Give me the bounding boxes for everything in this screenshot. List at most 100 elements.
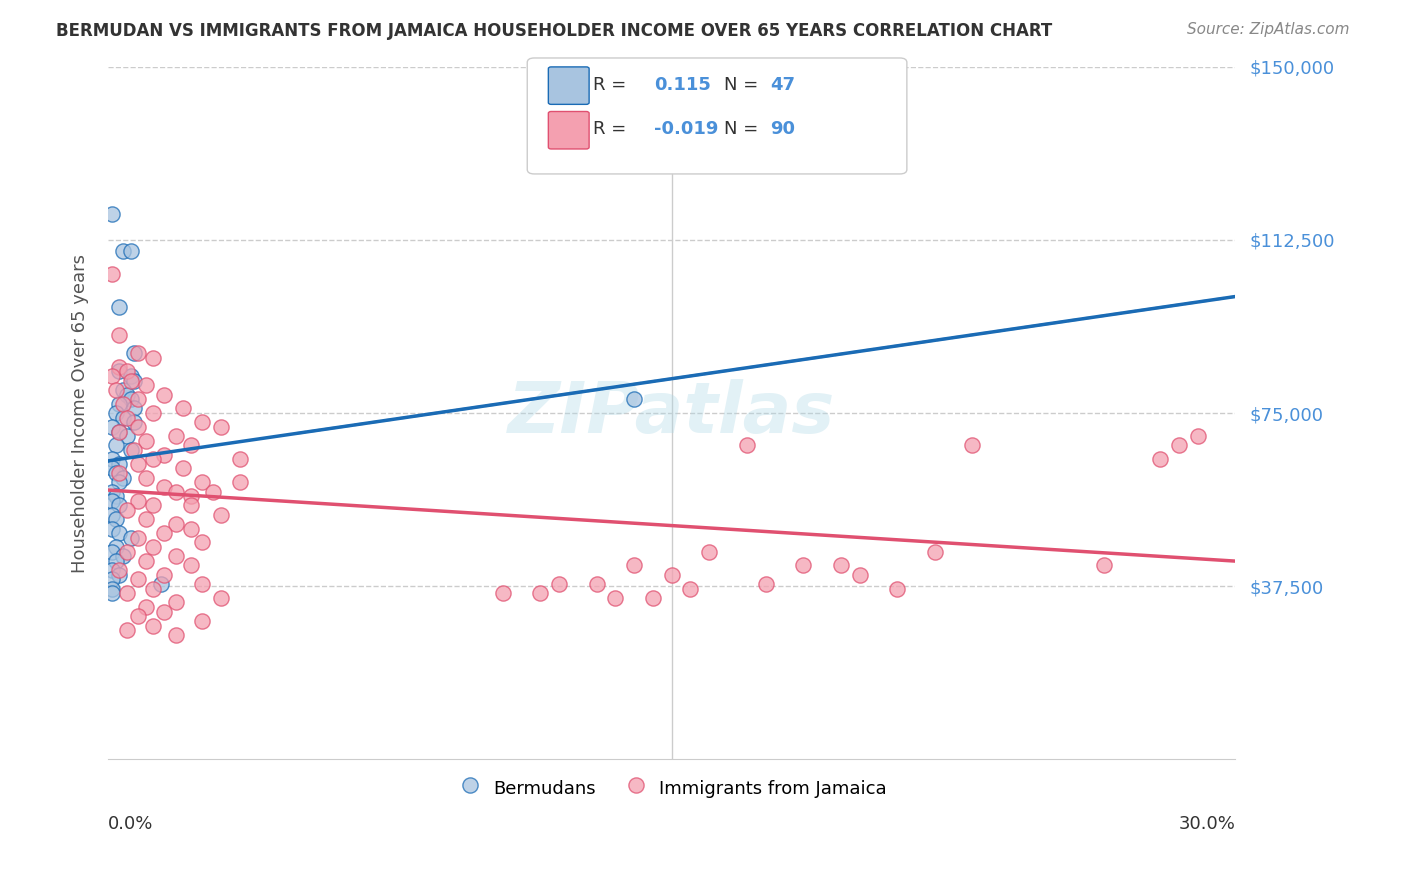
Immigrants from Jamaica — [191, 535, 214, 549]
Immigrants from Jamaica — [209, 591, 232, 605]
Immigrants from Jamaica — [548, 577, 571, 591]
Bermudans — [108, 457, 131, 471]
Immigrants from Jamaica — [104, 383, 127, 397]
Bermudans — [124, 346, 146, 360]
Bermudans — [124, 374, 146, 388]
Immigrants from Jamaica — [115, 503, 138, 517]
Bermudans — [100, 207, 122, 221]
Immigrants from Jamaica — [605, 591, 627, 605]
Text: 30.0%: 30.0% — [1178, 815, 1236, 833]
Immigrants from Jamaica — [100, 369, 122, 384]
Immigrants from Jamaica — [127, 346, 149, 360]
Immigrants from Jamaica — [191, 415, 214, 429]
Bermudans — [111, 410, 134, 425]
Immigrants from Jamaica — [848, 567, 870, 582]
Immigrants from Jamaica — [1168, 438, 1191, 452]
Immigrants from Jamaica — [886, 582, 908, 596]
Bermudans — [149, 577, 172, 591]
Text: -0.019: -0.019 — [654, 120, 718, 138]
Immigrants from Jamaica — [228, 452, 250, 467]
Immigrants from Jamaica — [135, 378, 157, 392]
Immigrants from Jamaica — [1092, 558, 1115, 573]
Immigrants from Jamaica — [153, 567, 176, 582]
Immigrants from Jamaica — [191, 475, 214, 490]
Bermudans — [108, 364, 131, 378]
Bermudans — [111, 549, 134, 564]
Immigrants from Jamaica — [142, 351, 165, 365]
Bermudans — [120, 531, 142, 545]
Immigrants from Jamaica — [165, 595, 187, 609]
Immigrants from Jamaica — [191, 614, 214, 628]
Immigrants from Jamaica — [679, 582, 702, 596]
Text: 0.115: 0.115 — [654, 76, 710, 94]
Immigrants from Jamaica — [180, 558, 202, 573]
Immigrants from Jamaica — [108, 327, 131, 342]
Bermudans — [104, 406, 127, 420]
Text: 47: 47 — [770, 76, 796, 94]
Text: ZIPatlas: ZIPatlas — [508, 378, 835, 448]
Immigrants from Jamaica — [142, 406, 165, 420]
Bermudans — [111, 383, 134, 397]
Bermudans — [100, 586, 122, 600]
Immigrants from Jamaica — [135, 600, 157, 615]
Immigrants from Jamaica — [127, 493, 149, 508]
Immigrants from Jamaica — [142, 452, 165, 467]
Immigrants from Jamaica — [661, 567, 683, 582]
Immigrants from Jamaica — [209, 508, 232, 522]
Immigrants from Jamaica — [180, 438, 202, 452]
Immigrants from Jamaica — [153, 480, 176, 494]
Bermudans — [120, 369, 142, 384]
Bermudans — [111, 244, 134, 259]
Immigrants from Jamaica — [120, 374, 142, 388]
Bermudans — [108, 567, 131, 582]
Immigrants from Jamaica — [100, 268, 122, 282]
Immigrants from Jamaica — [180, 521, 202, 535]
Immigrants from Jamaica — [180, 489, 202, 503]
Immigrants from Jamaica — [792, 558, 814, 573]
Bermudans — [108, 499, 131, 513]
Immigrants from Jamaica — [491, 586, 513, 600]
Bermudans — [124, 401, 146, 416]
Text: R =: R = — [593, 120, 627, 138]
Immigrants from Jamaica — [962, 438, 984, 452]
Immigrants from Jamaica — [108, 466, 131, 480]
Bermudans — [100, 572, 122, 586]
Immigrants from Jamaica — [108, 425, 131, 439]
Immigrants from Jamaica — [209, 420, 232, 434]
Text: BERMUDAN VS IMMIGRANTS FROM JAMAICA HOUSEHOLDER INCOME OVER 65 YEARS CORRELATION: BERMUDAN VS IMMIGRANTS FROM JAMAICA HOUS… — [56, 22, 1053, 40]
Bermudans — [104, 540, 127, 554]
Text: R =: R = — [593, 76, 627, 94]
Text: N =: N = — [724, 76, 758, 94]
Immigrants from Jamaica — [135, 512, 157, 526]
Immigrants from Jamaica — [127, 457, 149, 471]
Bermudans — [115, 429, 138, 443]
Text: 90: 90 — [770, 120, 796, 138]
Bermudans — [100, 493, 122, 508]
Immigrants from Jamaica — [172, 461, 194, 475]
Bermudans — [100, 420, 122, 434]
Immigrants from Jamaica — [115, 586, 138, 600]
Bermudans — [111, 471, 134, 485]
Bermudans — [120, 244, 142, 259]
Immigrants from Jamaica — [142, 499, 165, 513]
Immigrants from Jamaica — [115, 623, 138, 637]
Bermudans — [120, 392, 142, 406]
Immigrants from Jamaica — [153, 387, 176, 401]
Immigrants from Jamaica — [180, 499, 202, 513]
Bermudans — [104, 489, 127, 503]
Immigrants from Jamaica — [191, 577, 214, 591]
Immigrants from Jamaica — [127, 609, 149, 624]
Immigrants from Jamaica — [108, 359, 131, 374]
Immigrants from Jamaica — [135, 471, 157, 485]
Text: 0.0%: 0.0% — [108, 815, 153, 833]
Immigrants from Jamaica — [115, 364, 138, 378]
Immigrants from Jamaica — [115, 410, 138, 425]
Bermudans — [100, 461, 122, 475]
Legend: Bermudans, Immigrants from Jamaica: Bermudans, Immigrants from Jamaica — [450, 770, 894, 805]
Bermudans — [108, 300, 131, 314]
Immigrants from Jamaica — [142, 618, 165, 632]
Immigrants from Jamaica — [641, 591, 664, 605]
Text: N =: N = — [724, 120, 758, 138]
Immigrants from Jamaica — [228, 475, 250, 490]
Immigrants from Jamaica — [165, 549, 187, 564]
